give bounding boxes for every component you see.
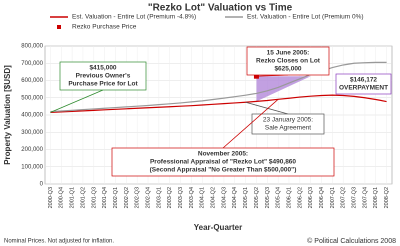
x-tick-label: 2008-Q2 (384, 187, 390, 208)
y-tick-label: 200,000 (21, 147, 43, 153)
x-tick-label: 2002-Q1 (113, 187, 119, 208)
legend-label: Est. Valuation - Entire Lot (Premium 0%) (247, 14, 364, 21)
x-tick-label: 2005-Q1 (243, 187, 249, 208)
annotation-text: Sale Agreement (265, 125, 311, 132)
footer-note: Nominal Prices. Not adjusted for inflati… (4, 239, 114, 245)
annotation-box (251, 113, 325, 135)
y-axis-title: Property Valuation [$USD] (3, 65, 12, 165)
x-tick-label: 2008-Q1 (373, 187, 379, 208)
series-line (50, 61, 387, 113)
annotation-box (111, 147, 335, 177)
x-tick-label: 2007-Q4 (362, 187, 368, 208)
x-tick-label: 2001-Q3 (91, 187, 97, 208)
x-tick-label: 2006-Q2 (297, 187, 303, 208)
x-tick-label: 2006-Q1 (286, 187, 292, 208)
x-tick-label: 2004-Q1 (200, 187, 206, 208)
annotation-text: $625,000 (274, 66, 301, 73)
x-axis-title: Year-Quarter (194, 223, 242, 232)
x-tick-label: 2003-Q1 (156, 187, 162, 208)
y-tick-label: 100,000 (21, 164, 43, 170)
x-tick-label: 2002-Q3 (135, 187, 141, 208)
y-tick-label: 500,000 (21, 95, 43, 101)
x-tick-label: 2001-Q1 (70, 187, 76, 208)
annotation-arrow (222, 99, 279, 149)
y-tick-label: 700,000 (21, 61, 43, 67)
x-tick-label: 2006-Q3 (308, 187, 314, 208)
x-tick-label: 2004-Q4 (232, 187, 238, 208)
footer-credit: © Political Calculations 2008 (307, 237, 396, 245)
annotation-text: Previous Owner's (76, 73, 131, 80)
x-tick-label: 2001-Q2 (80, 187, 86, 208)
annotation-text: Rezko Closes on Lot (256, 58, 321, 65)
x-tick-label: 2007-Q2 (341, 187, 347, 208)
annotation-text: $146,172 (350, 77, 377, 84)
x-tick-label: 2000-Q3 (48, 187, 54, 208)
overpayment-area (256, 76, 311, 102)
x-tick-label: 2005-Q2 (254, 187, 260, 208)
x-tick-label: 2005-Q4 (276, 187, 282, 208)
x-tick-label: 2002-Q4 (145, 187, 151, 208)
x-tick-label: 2004-Q2 (211, 187, 217, 208)
annotation-box (335, 73, 392, 95)
x-tick-label: 2001-Q4 (102, 187, 108, 208)
y-tick-label: 800,000 (21, 44, 43, 50)
annotation-text: 15 June 2005: (267, 50, 310, 57)
y-tick-label: 0 (40, 182, 44, 188)
y-tick-label: 300,000 (21, 130, 43, 136)
annotation-arrow (50, 89, 104, 113)
annotation-text: November 2005: (198, 151, 248, 158)
annotation-box (246, 46, 330, 76)
x-tick-label: 2003-Q4 (189, 187, 195, 208)
annotation-text: (Second Appraisal "No Greater Than $500,… (150, 167, 297, 174)
annotation-text: Purchase Price for Lot (68, 81, 138, 88)
x-tick-label: 2003-Q3 (178, 187, 184, 208)
y-tick-label: 400,000 (21, 113, 43, 119)
chart-title: "Rezko Lot" Valuation vs Time (148, 3, 293, 14)
x-tick-label: 2003-Q2 (167, 187, 173, 208)
annotation-text: OVERPAYMENT (339, 85, 388, 92)
annotation-text: Professional Appraisal of "Rezko Lot" $4… (150, 159, 296, 166)
annotation-text: 23 January 2005: (263, 117, 313, 124)
legend-label: Rezko Purchase Price (72, 24, 137, 31)
annotation-box (59, 61, 147, 91)
y-tick-label: 600,000 (21, 78, 43, 84)
x-tick-label: 2007-Q3 (352, 187, 358, 208)
x-tick-label: 2004-Q3 (221, 187, 227, 208)
legend-marker (57, 25, 61, 29)
x-tick-label: 2002-Q2 (124, 187, 130, 208)
series-line (50, 94, 387, 114)
x-tick-label: 2005-Q3 (265, 187, 271, 208)
x-tick-label: 2007-Q1 (330, 187, 336, 208)
x-tick-label: 2006-Q4 (319, 187, 325, 208)
legend-label: Est. Valuation - Entire Lot (Premium -4.… (72, 14, 196, 21)
x-tick-label: 2000-Q4 (59, 187, 65, 208)
annotation-arrow (245, 101, 289, 115)
annotation-text: $415,000 (89, 65, 116, 72)
